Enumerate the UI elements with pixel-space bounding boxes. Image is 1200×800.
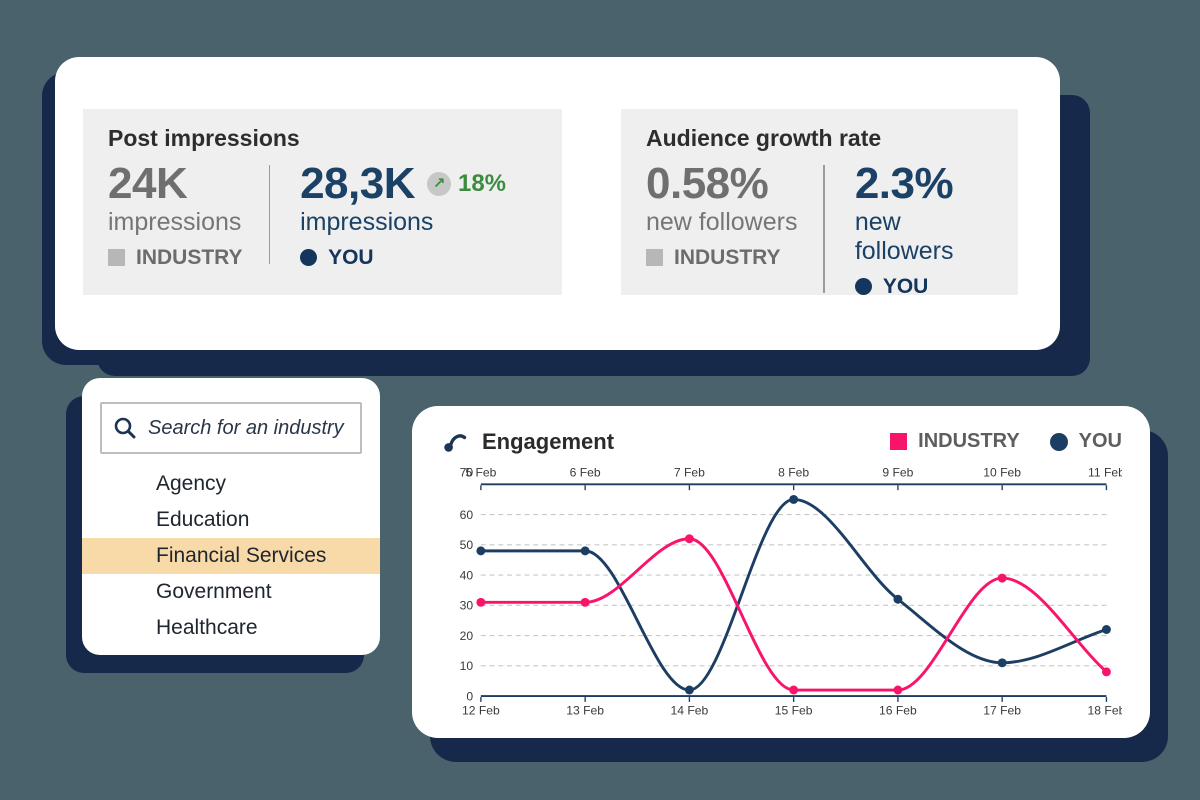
post-impressions-title: Post impressions [108, 125, 300, 151]
you-legend-dot-marker [1049, 432, 1068, 451]
audience-growth-title: Audience growth rate [646, 125, 882, 151]
industry-option-financial-services[interactable]: Financial Services [82, 538, 380, 574]
top-axis-label: 10 Feb [983, 466, 1021, 480]
engagement-line-chart: 5 Feb 6 Feb 7 Feb 8 Feb 9 Feb 10 Feb 11 Feb 12 … [442, 461, 1122, 725]
data-point-you [684, 685, 694, 695]
industry-option-government[interactable]: Government [156, 580, 272, 603]
data-point-industry [476, 597, 486, 607]
you-growth-unit: new followers [854, 207, 954, 265]
top-axis-label: 5 Feb [465, 466, 496, 480]
industry-square-marker [646, 249, 663, 267]
data-point-you [580, 546, 590, 556]
data-point-you [789, 494, 799, 504]
legend-industry-label: INDUSTRY [918, 430, 1020, 452]
data-point-you [893, 594, 903, 604]
industry-impressions-unit: impressions [108, 207, 242, 236]
industry-option-healthcare[interactable]: Healthcare [156, 616, 258, 639]
top-axis-label: 7 Feb [674, 466, 705, 480]
engagement-chart-card: Engagement INDUSTRY YOU 5 Feb 6 Feb 7 Feb 8… [412, 406, 1150, 738]
industry-option-agency[interactable]: Agency [156, 472, 227, 495]
you-impressions-unit: impressions [300, 207, 434, 236]
bottom-axis-label: 16 Feb [879, 704, 917, 718]
legend-item-industry: INDUSTRY [890, 430, 1020, 453]
y-axis-label: 50 [460, 538, 474, 552]
post-impressions-industry-stat: 24K impressions INDUSTRY [108, 161, 269, 270]
bottom-axis-label: 14 Feb [671, 704, 709, 718]
stat-divider [268, 165, 271, 264]
y-axis-label: 30 [460, 599, 474, 613]
impressions-change-value: 18% [457, 169, 507, 197]
data-point-you [476, 546, 486, 556]
you-growth-value: 2.3% [854, 159, 954, 208]
top-axis-label: 11 Feb [1088, 466, 1122, 480]
engagement-curve-icon [444, 434, 467, 452]
data-point-industry [789, 685, 799, 695]
you-label: YOU [328, 245, 374, 269]
bottom-axis-label: 12 Feb [462, 704, 500, 718]
y-axis-label: 60 [460, 508, 474, 522]
engagement-chart-svg: 5 Feb 6 Feb 7 Feb 8 Feb 9 Feb 10 Feb 11 Feb 12 … [460, 466, 1122, 718]
series-line-you [480, 497, 1107, 692]
top-axis-label: 9 Feb [882, 466, 913, 480]
growth-arrow-icon: ↗ [426, 171, 451, 196]
industry-legend-square-marker [890, 433, 908, 450]
stats-card: Post impressions 24K impressions INDUSTR… [55, 57, 1060, 350]
bottom-axis-label: 13 Feb [566, 704, 604, 718]
data-point-industry [997, 573, 1007, 583]
data-point-industry [684, 534, 694, 544]
industry-list: Agency Education Financial Services Gove… [82, 466, 380, 646]
industry-growth-value: 0.58% [646, 159, 769, 208]
industry-impressions-value: 24K [108, 159, 188, 208]
audience-growth-panel: Audience growth rate 0.58% new followers… [621, 109, 1018, 298]
bottom-axis-label: 15 Feb [775, 704, 813, 718]
industry-search-card: Agency Education Financial Services Gove… [82, 378, 380, 655]
data-point-you [997, 658, 1007, 668]
y-axis-label: 20 [460, 629, 474, 643]
you-impressions-value: 28,3K [300, 159, 415, 208]
you-dot-marker [300, 249, 318, 267]
series-line-industry [480, 537, 1108, 692]
industry-search-box[interactable] [100, 402, 362, 454]
y-axis-label: 0 [466, 689, 473, 703]
y-axis-label: 10 [460, 659, 474, 673]
legend-item-you: YOU [1049, 430, 1122, 453]
you-label: YOU [882, 274, 929, 298]
chart-title: Engagement [482, 428, 615, 454]
bottom-axis-label: 17 Feb [983, 704, 1021, 718]
data-point-industry [1101, 667, 1111, 677]
y-axis-label: 40 [460, 568, 474, 582]
post-impressions-you-stat: 28,3K ↗ 18% impressions YOU [270, 161, 506, 270]
stat-divider [823, 165, 825, 293]
search-input[interactable] [148, 416, 350, 440]
data-point-industry [580, 597, 590, 607]
y-axis-label: 70 [460, 466, 474, 480]
top-axis-label: 6 Feb [570, 466, 601, 480]
impressions-change-badge: ↗ 18% [426, 169, 507, 198]
industry-option-education[interactable]: Education [156, 508, 250, 531]
chart-header: Engagement INDUSTRY YOU [442, 428, 1122, 455]
audience-growth-industry-stat: 0.58% new followers INDUSTRY [646, 161, 823, 299]
industry-label: INDUSTRY [136, 245, 243, 269]
data-point-you [1101, 625, 1111, 634]
legend-you-label: YOU [1078, 430, 1122, 452]
audience-growth-you-stat: 2.3% new followers YOU [825, 161, 993, 299]
post-impressions-panel: Post impressions 24K impressions INDUSTR… [83, 109, 562, 295]
industry-square-marker [108, 249, 125, 267]
data-point-industry [893, 685, 903, 695]
chart-legend: INDUSTRY YOU [890, 430, 1122, 453]
industry-label: INDUSTRY [674, 245, 781, 269]
you-dot-marker [854, 278, 872, 296]
top-axis-label: 8 Feb [778, 466, 809, 480]
search-icon [114, 417, 136, 439]
bottom-axis-label: 18 Feb [1088, 704, 1122, 718]
industry-growth-unit: new followers [646, 207, 798, 236]
